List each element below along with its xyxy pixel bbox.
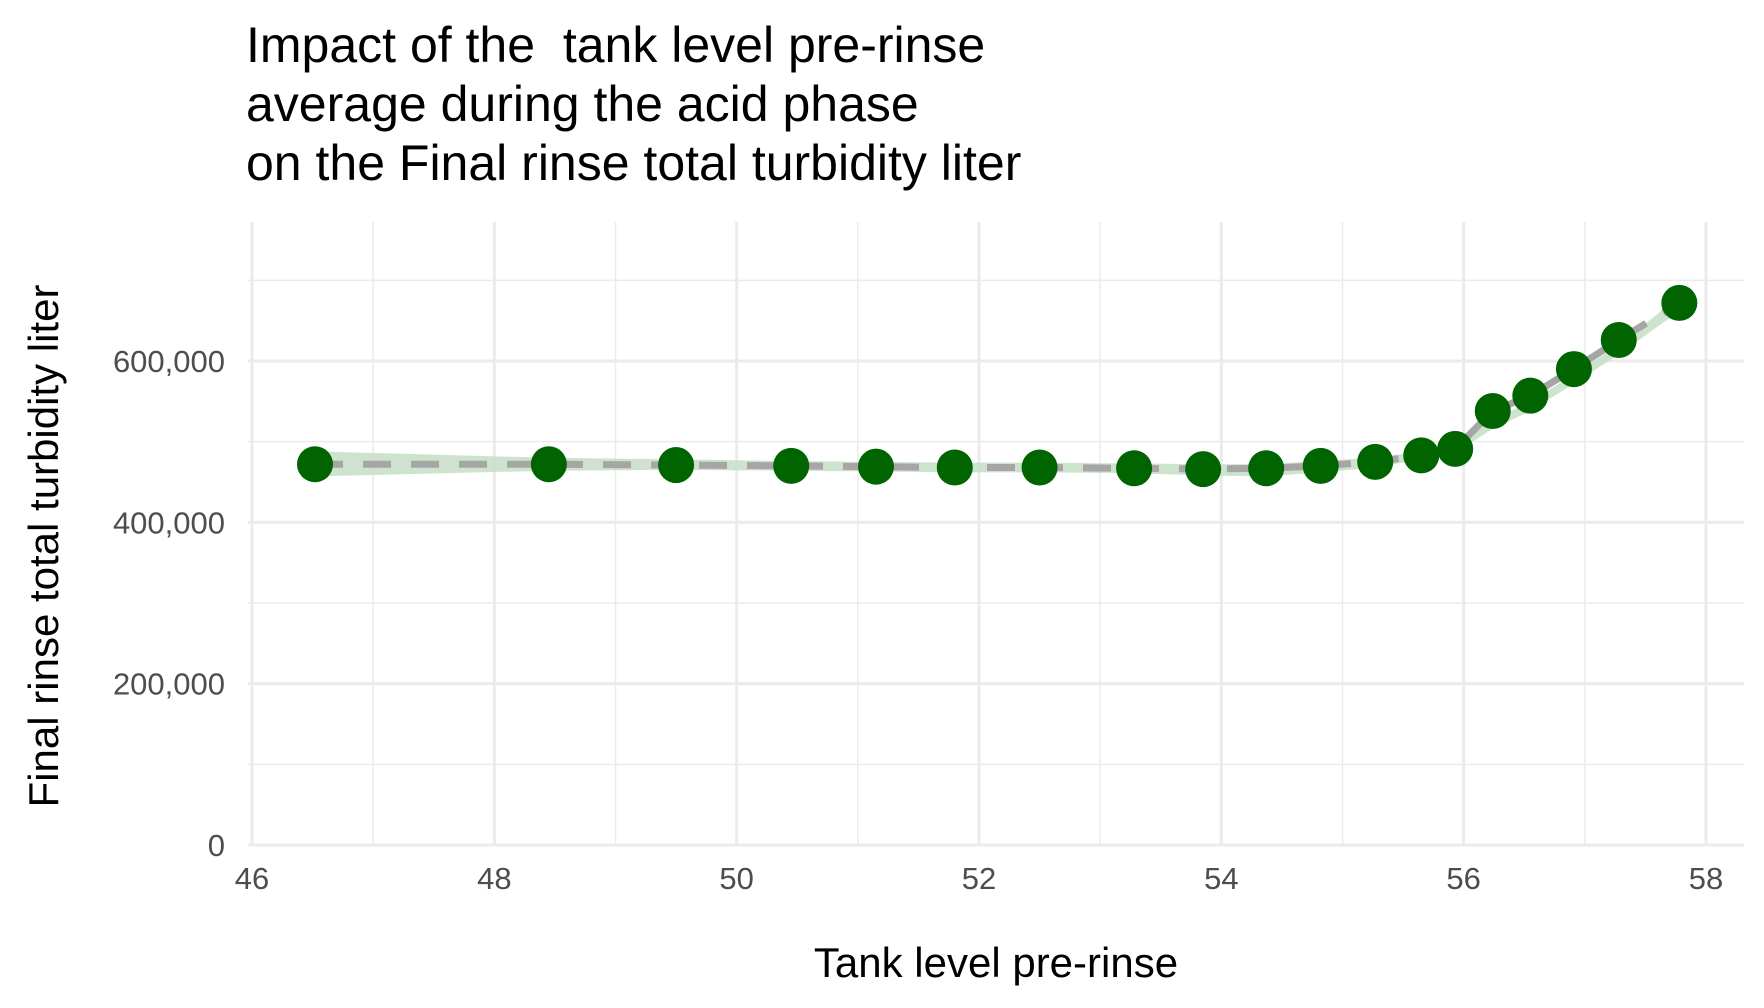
data-point [1185, 451, 1222, 488]
data-point [530, 446, 567, 483]
x-axis-ticks: 46 48 50 52 54 56 58 [235, 861, 1723, 896]
y-axis-ticks: 0 200,000 400,000 600,000 [113, 344, 225, 863]
title-line-2: average during the acid phase [246, 76, 919, 132]
y-axis-title: Final rinse total turbidity liter [20, 285, 67, 808]
x-tick-label: 46 [235, 861, 269, 896]
title-line-3: on the Final rinse total turbidity liter [246, 135, 1022, 191]
y-tick-label: 0 [208, 828, 225, 863]
data-point [1357, 443, 1394, 480]
x-axis-title: Tank level pre-rinse [814, 939, 1178, 986]
y-tick-label: 600,000 [113, 344, 225, 379]
x-tick-label: 48 [477, 861, 511, 896]
x-tick-label: 50 [719, 861, 753, 896]
trend-line [315, 299, 1682, 473]
data-point [1437, 430, 1474, 467]
title-line-1: Impact of the tank level pre-rinse [246, 17, 986, 73]
x-tick-label: 58 [1689, 861, 1723, 896]
y-tick-label: 400,000 [113, 505, 225, 540]
data-point [297, 446, 334, 483]
x-tick-label: 56 [1446, 861, 1480, 896]
data-point [1474, 393, 1511, 430]
data-point [936, 449, 973, 486]
data-point [658, 447, 695, 484]
trend-line-layer [315, 299, 1682, 473]
y-tick-label: 200,000 [113, 667, 225, 702]
confidence-band [315, 296, 1680, 477]
x-tick-label: 54 [1204, 861, 1238, 896]
data-point [1512, 377, 1549, 414]
data-point [1403, 437, 1440, 474]
data-point [1600, 322, 1637, 359]
data-point [773, 447, 810, 484]
grid [248, 222, 1744, 847]
data-points-layer [297, 284, 1698, 488]
confidence-band-layer [315, 296, 1680, 477]
data-point [1021, 449, 1058, 486]
data-point [1555, 351, 1592, 388]
data-point [858, 448, 895, 485]
x-tick-label: 52 [962, 861, 996, 896]
data-point [1302, 447, 1339, 484]
chart-title: Impact of the tank level pre-rinse avera… [246, 16, 1021, 193]
data-point [1116, 450, 1153, 487]
data-point [1661, 284, 1698, 321]
data-point [1248, 450, 1285, 487]
